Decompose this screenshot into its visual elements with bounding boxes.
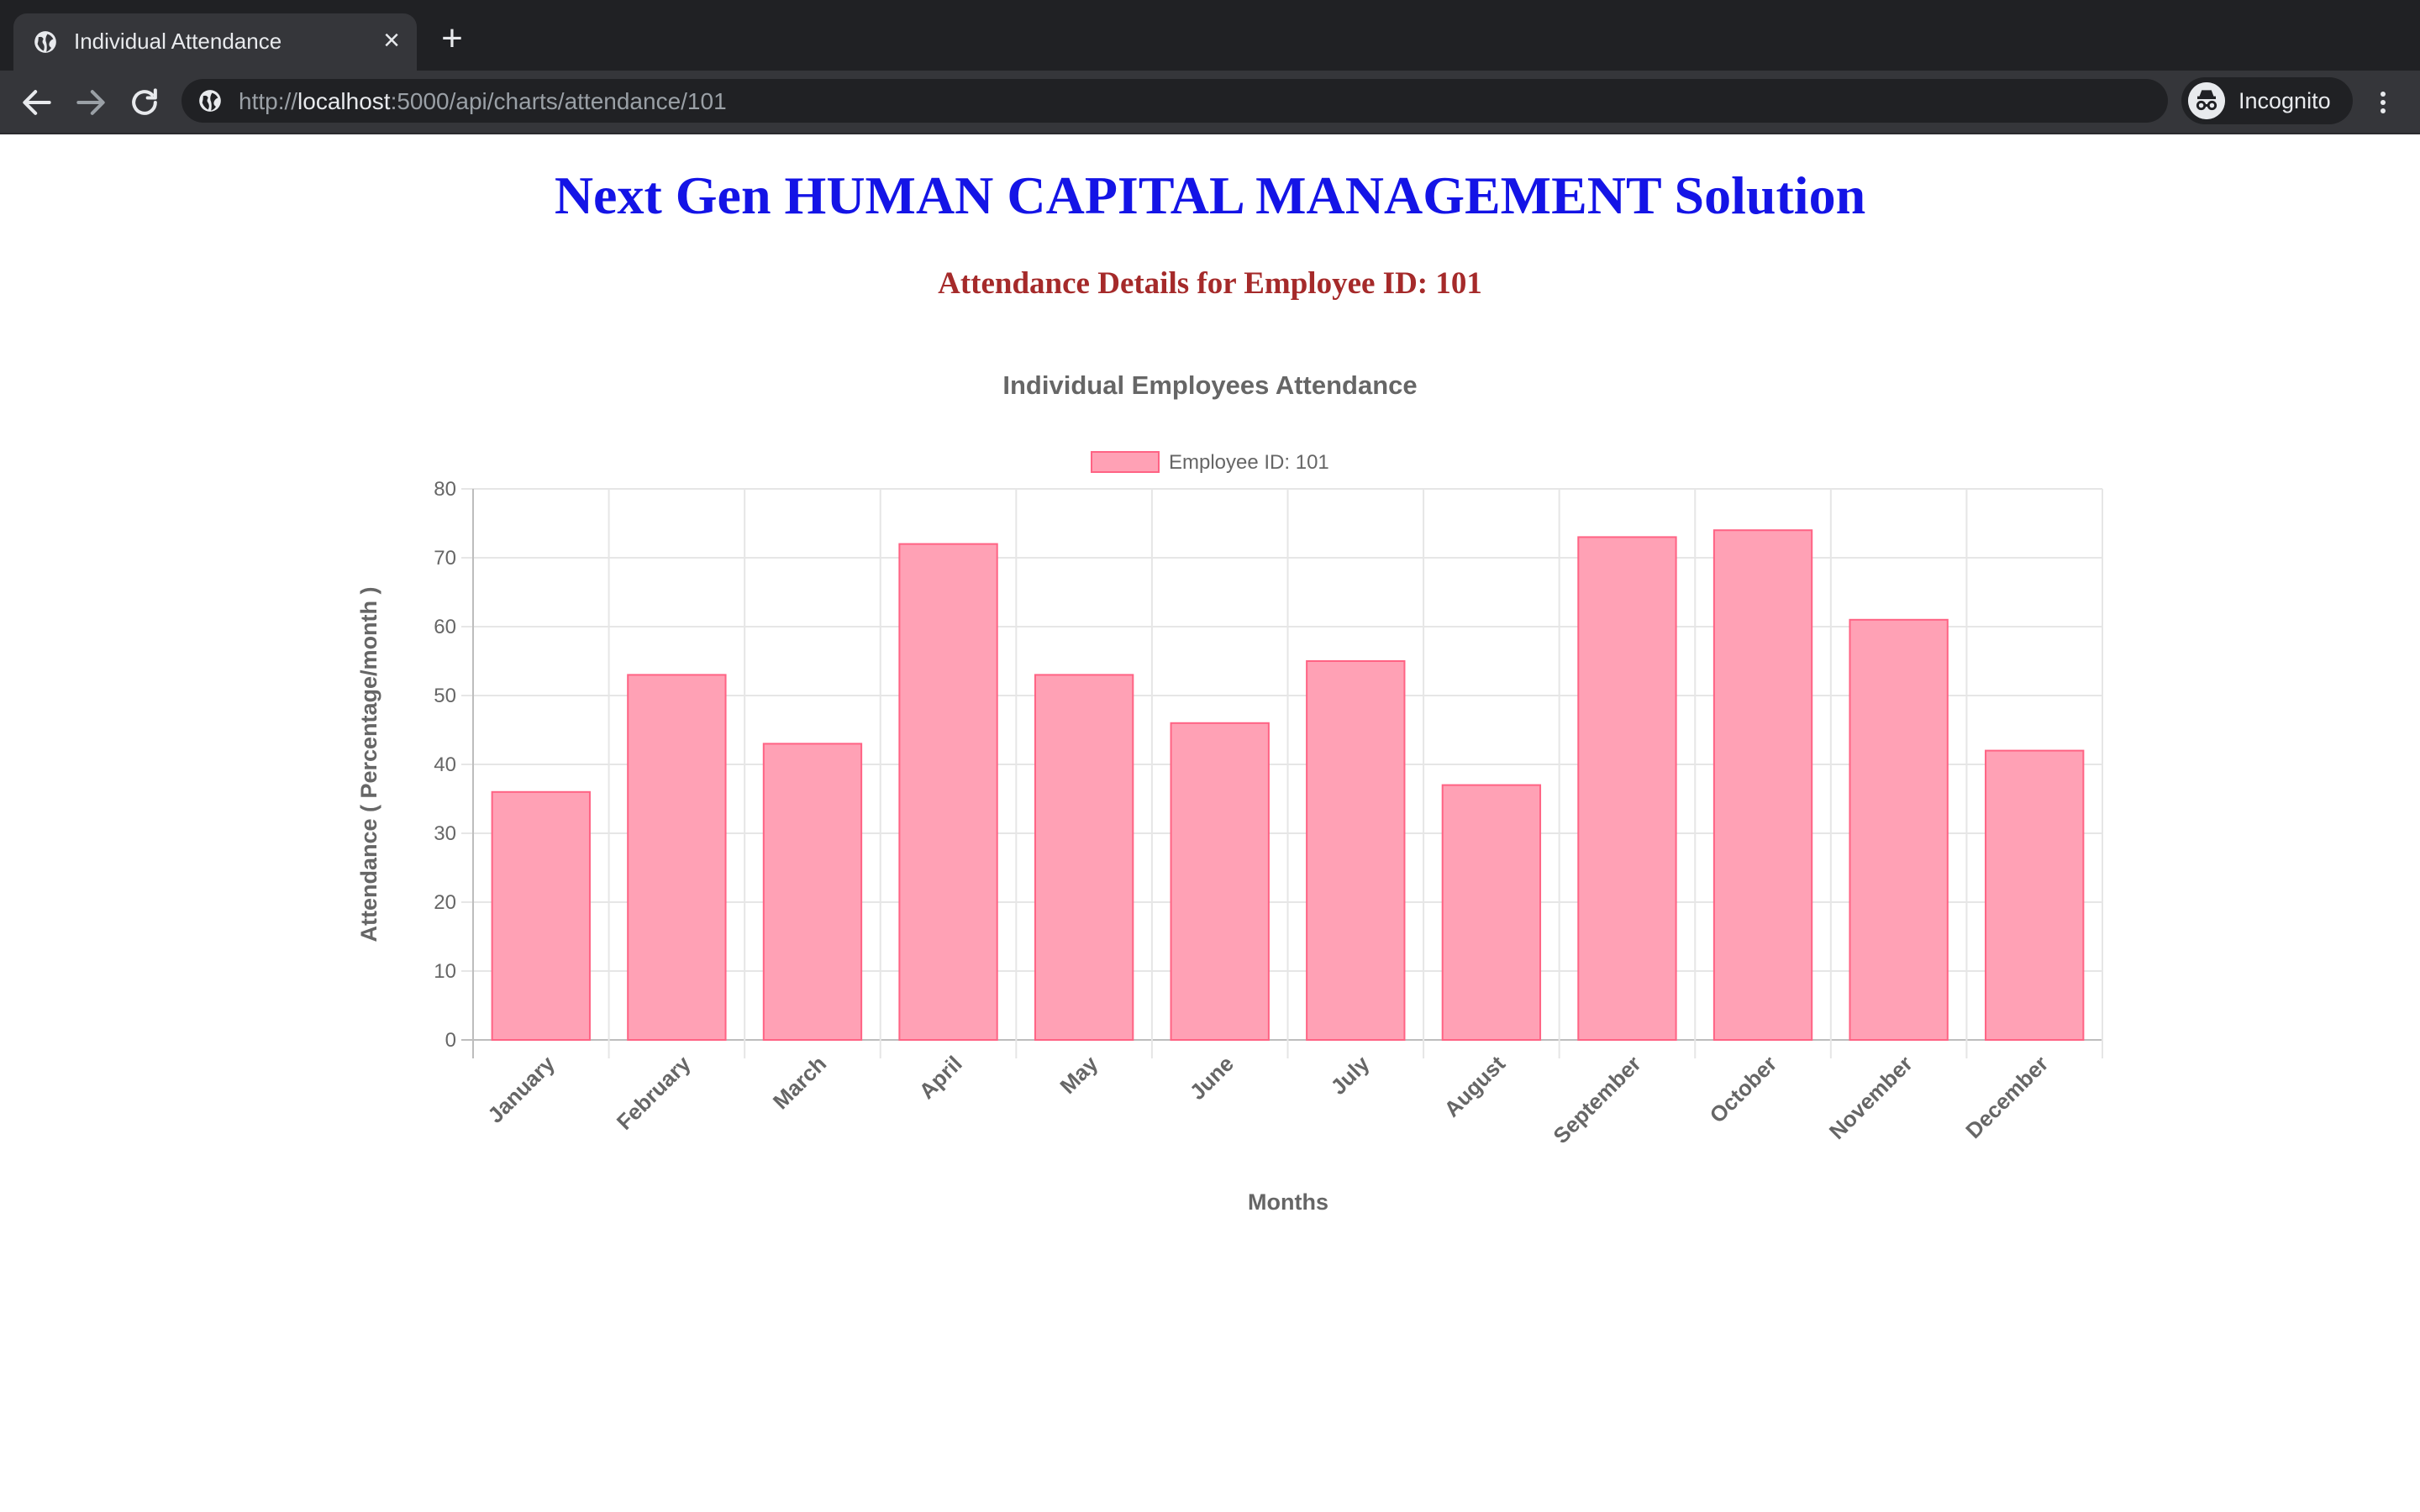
x-tick-label: June [1185, 1051, 1239, 1105]
x-tick-label: February [612, 1051, 696, 1135]
bar-may[interactable] [1034, 674, 1134, 1042]
chart-bars [491, 529, 2085, 1042]
more-menu-icon[interactable] [2370, 86, 2396, 119]
x-axis-label: Months [1248, 1189, 1328, 1215]
new-tab-button[interactable]: + [441, 18, 463, 59]
x-tick-label: December [1960, 1051, 2053, 1143]
bar-april[interactable] [898, 543, 998, 1041]
tab-close-icon[interactable]: × [383, 24, 400, 56]
x-tick-label: September [1548, 1051, 1645, 1148]
bar-september[interactable] [1577, 536, 1677, 1041]
legend-swatch[interactable] [1091, 451, 1160, 473]
bar-february[interactable] [627, 674, 727, 1042]
bar-october[interactable] [1712, 529, 1813, 1041]
y-tick-label: 0 [445, 1029, 456, 1052]
back-arrow-icon[interactable] [18, 84, 55, 121]
x-axis-ticks: January February March April May June July Augu… [482, 1051, 2053, 1149]
address-bar[interactable]: http://localhost:5000/api/charts/attenda… [182, 79, 2168, 123]
y-tick-label: 70 [434, 547, 456, 570]
y-axis-ticks: 0 10 20 30 40 50 60 70 80 [434, 478, 456, 1052]
bar-august[interactable] [1441, 784, 1542, 1041]
page-title: Next Gen HUMAN CAPITAL MANAGEMENT Soluti… [554, 165, 1866, 225]
globe-icon [34, 31, 56, 53]
x-tick-label: October [1705, 1051, 1782, 1128]
browser-tab-strip: Individual Attendance × + [0, 0, 2420, 71]
x-tick-label: May [1055, 1051, 1102, 1099]
globe-icon [199, 90, 221, 112]
bar-june[interactable] [1170, 722, 1270, 1041]
incognito-icon [2188, 82, 2225, 119]
y-tick-label: 20 [434, 891, 456, 914]
y-axis-label: Attendance ( Percentage/month ) [356, 586, 381, 942]
incognito-badge[interactable]: Incognito [2181, 77, 2353, 124]
y-tick-label: 60 [434, 616, 456, 638]
tab-title: Individual Attendance [74, 29, 282, 54]
x-tick-label: March [768, 1051, 831, 1114]
x-tick-label: January [482, 1051, 560, 1128]
legend-label: Employee ID: 101 [1169, 451, 1329, 474]
bar-november[interactable] [1849, 618, 1949, 1041]
x-tick-label: August [1439, 1051, 1511, 1122]
url-text: http://localhost:5000/api/charts/attenda… [239, 88, 727, 114]
browser-tab[interactable]: Individual Attendance × [13, 13, 417, 71]
x-tick-label: November [1824, 1051, 1918, 1144]
incognito-label: Incognito [2238, 88, 2331, 113]
reload-icon[interactable] [126, 84, 163, 121]
bar-march[interactable] [762, 743, 863, 1042]
chart-grid [461, 488, 2103, 1058]
x-tick-label: July [1326, 1051, 1375, 1100]
bar-july[interactable] [1306, 660, 1406, 1041]
y-tick-label: 40 [434, 753, 456, 776]
y-tick-label: 10 [434, 960, 456, 983]
bar-december[interactable] [1985, 749, 2085, 1041]
x-tick-label: April [914, 1051, 967, 1104]
y-tick-label: 50 [434, 685, 456, 707]
chart-title: Individual Employees Attendance [1002, 370, 1417, 400]
forward-arrow-icon[interactable] [72, 84, 109, 121]
y-tick-label: 30 [434, 822, 456, 845]
y-tick-label: 80 [434, 478, 456, 501]
page-subtitle: Attendance Details for Employee ID: 101 [938, 266, 1482, 301]
attendance-bar-chart: Individual Employees Attendance Employee… [356, 370, 2103, 1215]
bar-january[interactable] [491, 790, 591, 1041]
browser-toolbar: http://localhost:5000/api/charts/attenda… [0, 71, 2420, 134]
